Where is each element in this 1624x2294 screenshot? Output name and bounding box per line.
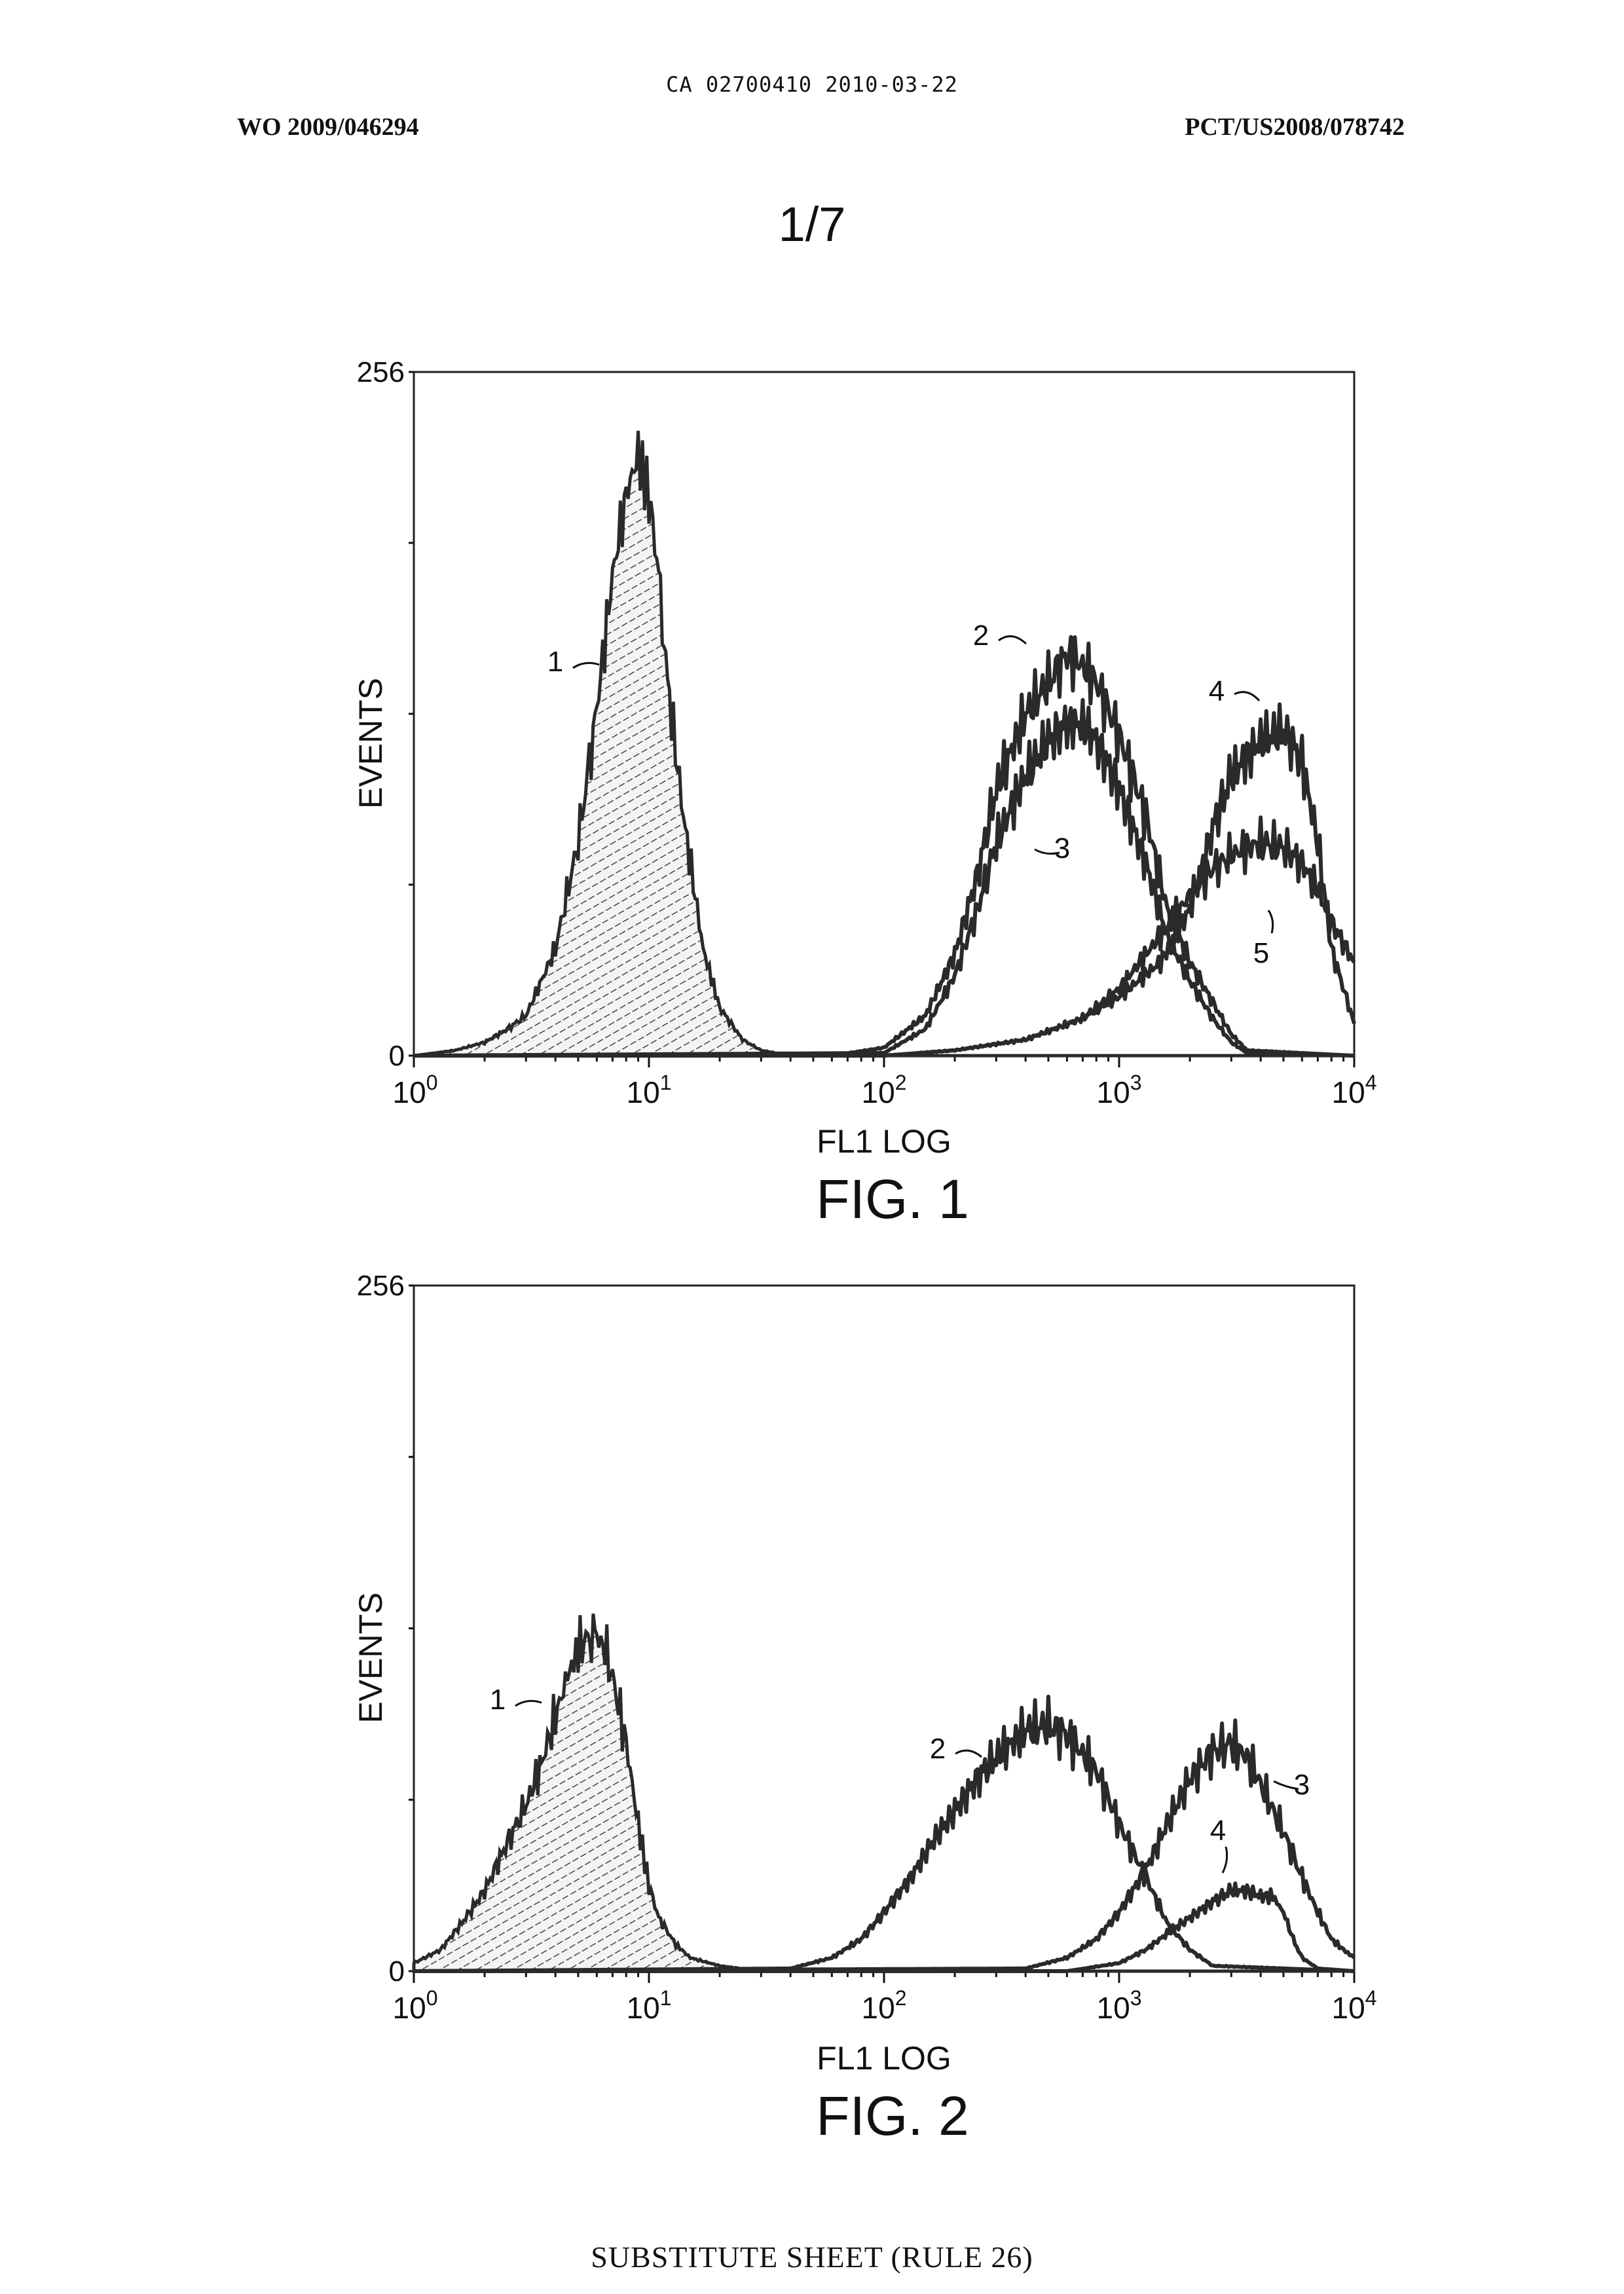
x-tick-label: 103: [1097, 1986, 1142, 2025]
figure-caption: FIG. 2: [816, 2085, 969, 2147]
series-label: 4: [1209, 675, 1225, 707]
series-label-leader: [1234, 692, 1259, 701]
figure-caption: FIG. 1: [816, 1168, 969, 1230]
series-label: 1: [547, 646, 563, 678]
application-number: PCT/US2008/078742: [1185, 113, 1405, 141]
x-tick-label: 101: [627, 1986, 672, 2025]
y-tick-label: 256: [357, 356, 405, 388]
y-tick-label: 0: [389, 1955, 405, 1988]
series-label: 2: [930, 1733, 946, 1765]
x-tick-label: 104: [1332, 1071, 1377, 1109]
series-label: 1: [490, 1684, 506, 1716]
series-label: 3: [1054, 832, 1070, 864]
series-label-leader: [955, 1750, 982, 1757]
series-label-leader: [1268, 910, 1273, 933]
x-tick-label: 102: [862, 1986, 907, 2025]
y-axis-label: EVENTS: [352, 1592, 389, 1723]
x-axis-label: FL1 LOG: [817, 1123, 951, 1160]
series-label-leader: [1223, 1847, 1227, 1873]
series-1-area: [414, 431, 1354, 1056]
x-tick-label: 101: [627, 1071, 672, 1109]
figure-1-chart: 0 256 100 101 102 103 104 FL1 LOG EVENTS FIG. 1 1 2…: [0, 327, 1624, 1257]
publication-number: WO 2009/046294: [237, 113, 419, 141]
x-tick-label: 100: [393, 1071, 438, 1109]
document-id: CA 02700410 2010-03-22: [0, 72, 1624, 97]
x-axis-label: FL1 LOG: [817, 2040, 951, 2077]
series-1-area: [414, 1614, 1354, 1971]
x-tick-label: 102: [862, 1071, 907, 1109]
series-label-leader: [999, 637, 1026, 644]
y-tick-label: 0: [389, 1040, 405, 1072]
sheet-number: 1/7: [0, 196, 1624, 252]
x-tick-label: 104: [1332, 1986, 1377, 2025]
footer-note: SUBSTITUTE SHEET (RULE 26): [0, 2240, 1624, 2274]
y-tick-label: 256: [357, 1270, 405, 1302]
series-label: 5: [1253, 937, 1269, 969]
figure-2-chart: 0 256 100 101 102 103 104 FL1 LOG EVENTS FIG. 2 1 2…: [0, 1257, 1624, 2148]
series-label: 4: [1210, 1815, 1226, 1847]
series-label-leader: [515, 1701, 542, 1706]
series-label: 3: [1294, 1769, 1310, 1801]
x-tick-label: 100: [393, 1986, 438, 2025]
series-label-leader: [573, 663, 599, 668]
y-axis-label: EVENTS: [352, 678, 389, 809]
series-label: 2: [973, 620, 989, 652]
x-tick-label: 103: [1097, 1071, 1142, 1109]
